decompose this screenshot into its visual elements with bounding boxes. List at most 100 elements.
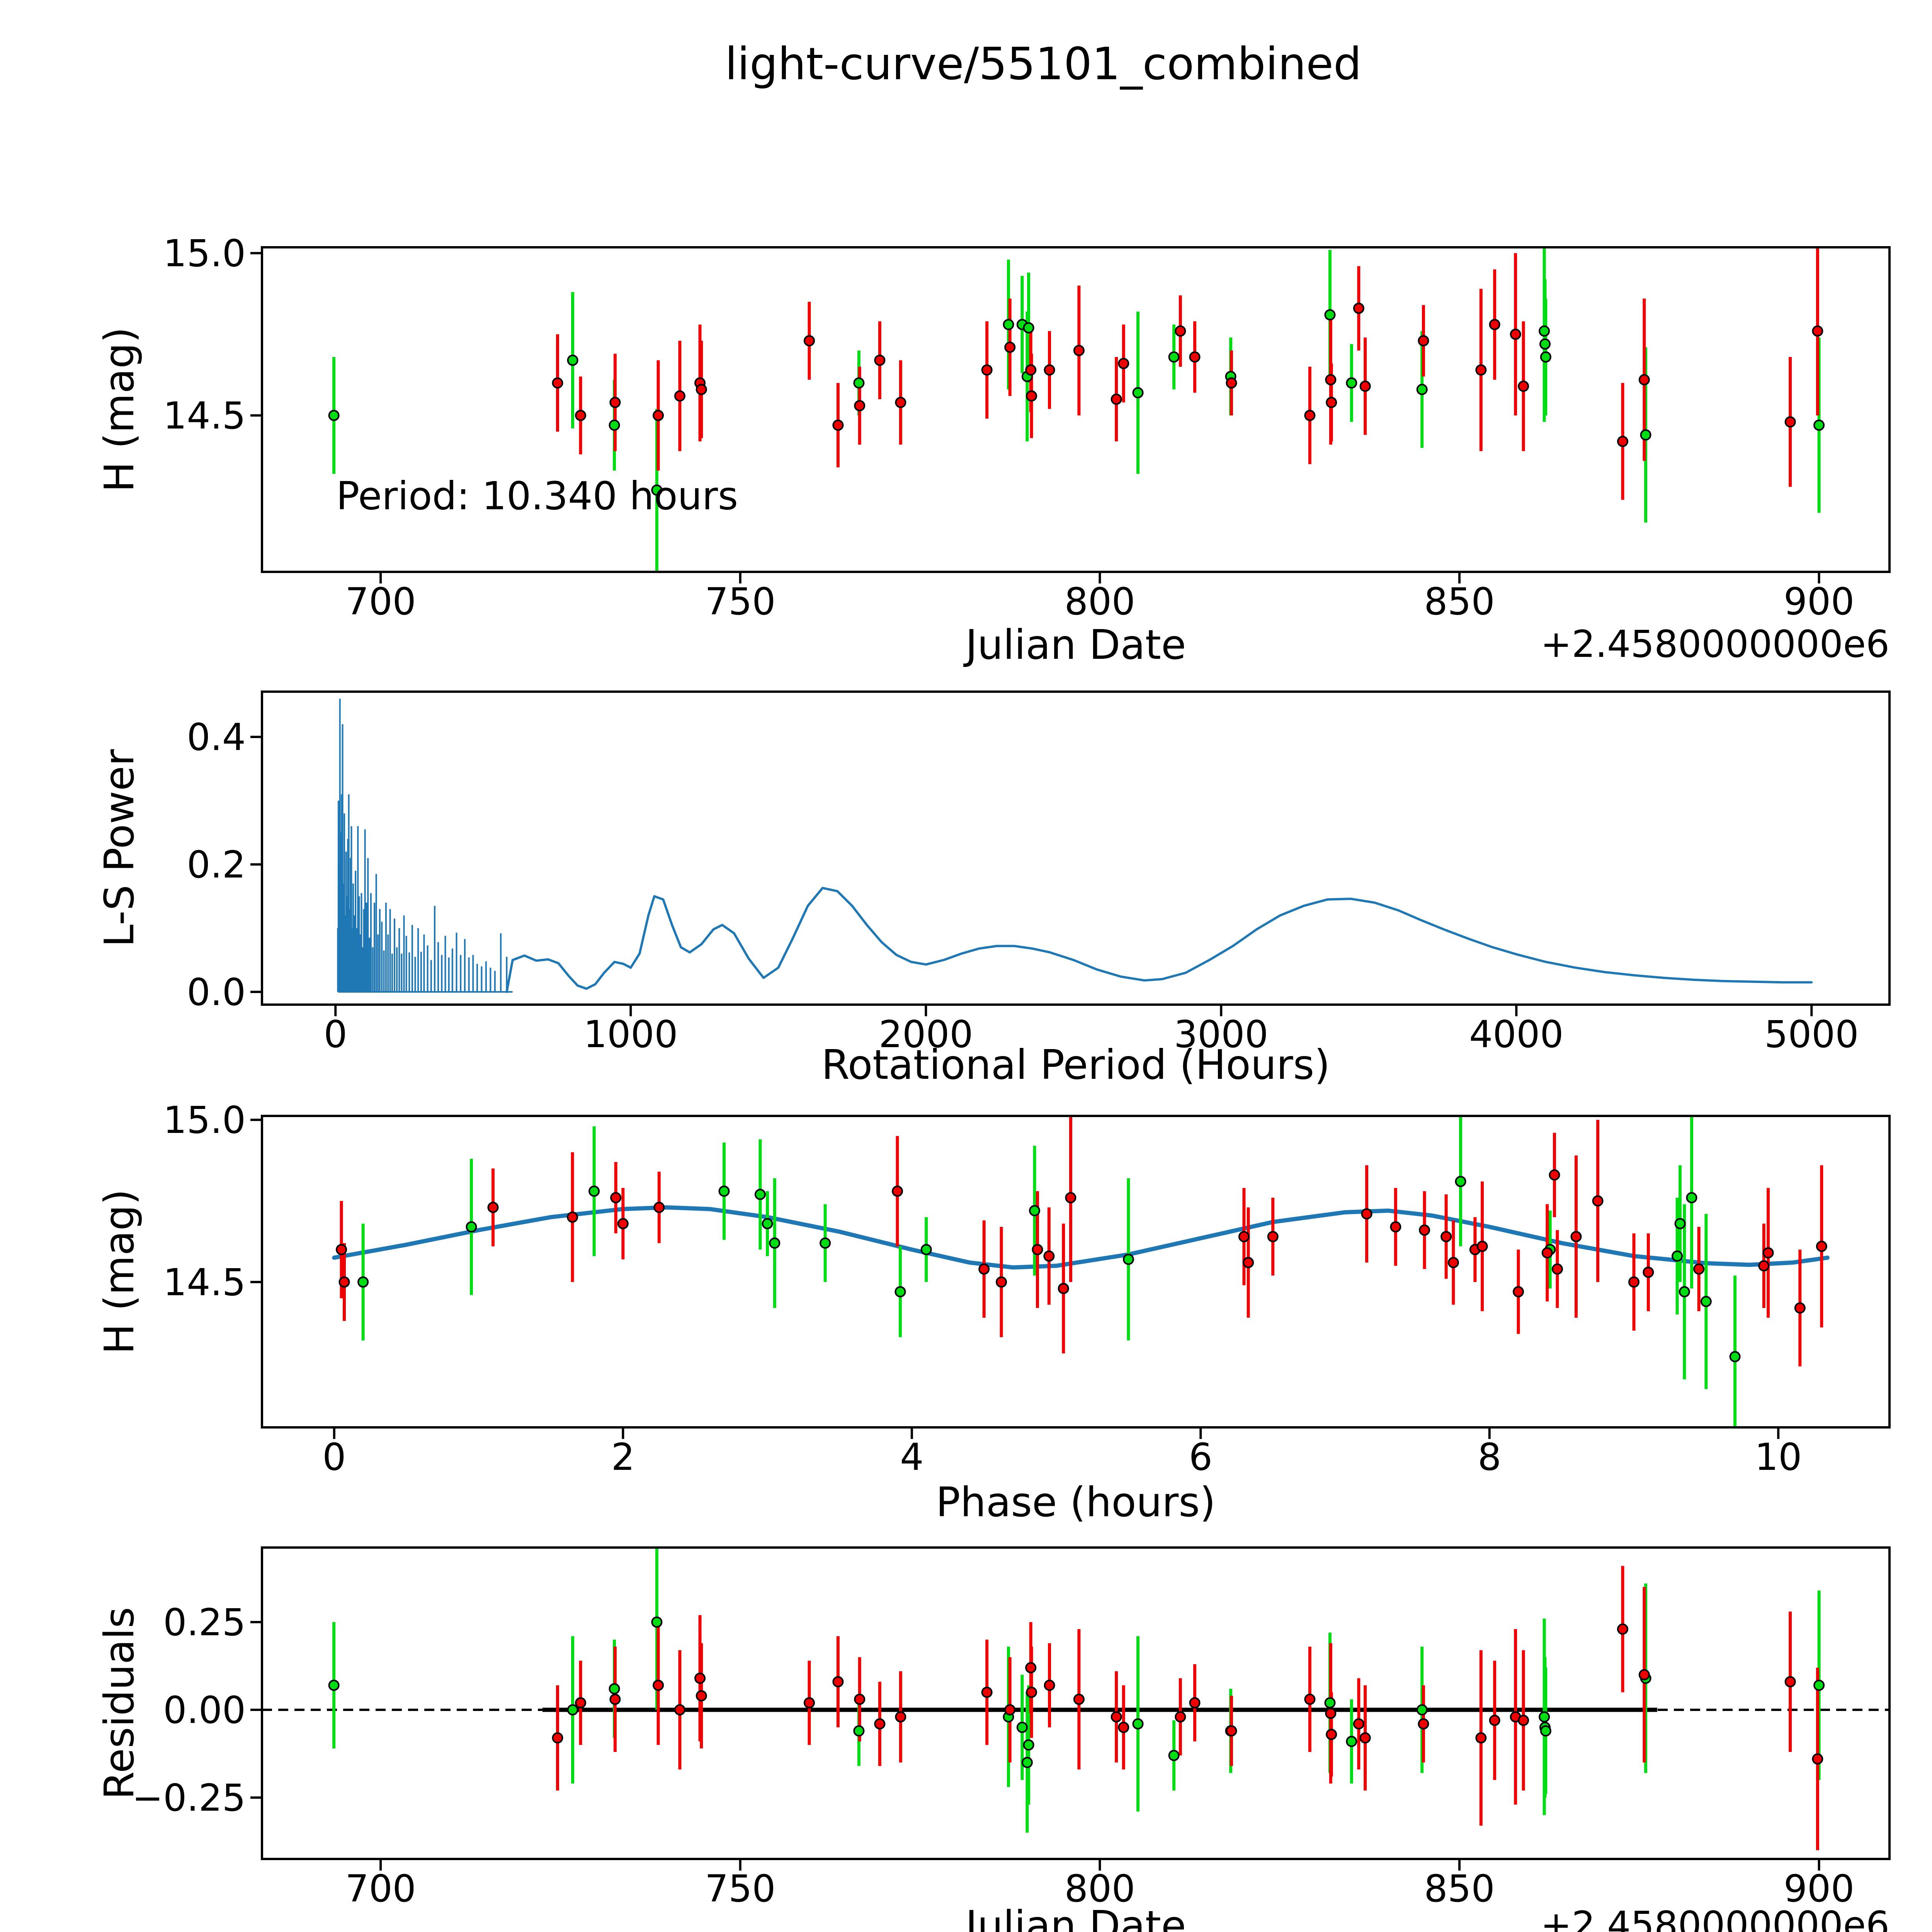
- data-point-red: [1812, 325, 1823, 337]
- data-point-red: [1693, 1263, 1705, 1275]
- data-point-red: [1359, 1732, 1371, 1744]
- data-point-green: [1122, 1253, 1134, 1265]
- data-point-red: [1518, 381, 1529, 392]
- data-point-green: [1023, 322, 1034, 333]
- data-point-red: [981, 1687, 993, 1698]
- data-point-green: [853, 377, 865, 389]
- data-point-red: [1004, 342, 1016, 353]
- data-point-red: [696, 1690, 707, 1702]
- data-point-green: [567, 1704, 578, 1716]
- data-point-red: [891, 1185, 903, 1197]
- data-point-green: [1539, 325, 1550, 337]
- y-tick-label: 0.0: [187, 971, 246, 1014]
- data-point-red: [854, 400, 866, 412]
- data-point-red: [1304, 410, 1316, 421]
- data-point-green: [1672, 1250, 1683, 1262]
- data-point-green: [1700, 1296, 1712, 1307]
- data-point-green: [1416, 1704, 1428, 1716]
- data-point-red: [696, 384, 707, 395]
- ylabel-h-mag-top: H (mag): [96, 327, 143, 492]
- plot-area-phase: [332, 1116, 1830, 1427]
- panel-jd-lightcurve: 700 750 800 850 900 15.0 14.5: [163, 232, 1891, 623]
- y-tick-label: 14.5: [163, 1261, 246, 1304]
- y-tick-label: 15.0: [163, 232, 246, 275]
- data-point-red: [653, 1679, 664, 1691]
- data-point-green: [1168, 1750, 1180, 1761]
- x-tick-label: 4: [900, 1435, 923, 1479]
- data-point-red: [1643, 1267, 1654, 1278]
- data-point-green: [853, 1725, 865, 1737]
- data-point-green: [588, 1185, 600, 1197]
- xlabel-julian-date-bottom: Julian Date: [963, 1902, 1186, 1932]
- data-point-green: [1416, 384, 1428, 395]
- data-point-red: [1489, 1714, 1500, 1726]
- data-point-red: [609, 397, 621, 408]
- data-point-red: [874, 1718, 886, 1730]
- y-tick-label: 15.0: [163, 1099, 246, 1142]
- data-point-green: [1346, 1736, 1357, 1747]
- data-point-red: [1243, 1257, 1254, 1268]
- x-tick-label: 1000: [583, 1013, 678, 1056]
- data-point-red: [1326, 1729, 1337, 1740]
- data-point-green: [769, 1237, 781, 1249]
- data-point-red: [575, 410, 587, 421]
- data-point-red: [1226, 377, 1237, 389]
- x-tick-label: 2000: [879, 1013, 973, 1056]
- data-point-green: [1132, 1718, 1144, 1730]
- axes-spines: [261, 1115, 1891, 1429]
- data-point-red: [1440, 1231, 1452, 1242]
- data-point-red: [674, 1704, 685, 1716]
- data-point-red: [653, 1202, 665, 1213]
- x-tick-label: 10: [1755, 1435, 1802, 1479]
- data-point-red: [653, 410, 664, 421]
- data-point-green: [1539, 1711, 1550, 1723]
- data-point-red: [1638, 374, 1650, 386]
- x-tick-label: 850: [1424, 1867, 1495, 1910]
- data-point-red: [338, 1276, 350, 1288]
- data-point-red: [854, 1694, 866, 1705]
- data-point-green: [1029, 1205, 1040, 1216]
- data-point-red: [610, 1192, 622, 1204]
- x-tick-label: 8: [1478, 1435, 1501, 1479]
- data-point-green: [357, 1276, 369, 1288]
- data-point-red: [1226, 1725, 1237, 1737]
- data-point-red: [1189, 1697, 1201, 1709]
- data-point-green: [1021, 1757, 1033, 1768]
- data-point-red: [575, 1697, 587, 1709]
- data-point-red: [1419, 1225, 1430, 1236]
- data-point-red: [1617, 1623, 1628, 1635]
- data-point-red: [1592, 1195, 1604, 1207]
- data-point-red: [1353, 1718, 1364, 1730]
- plot-area-periodogram: [337, 699, 1813, 993]
- data-point-green: [1686, 1192, 1697, 1204]
- data-point-red: [1359, 381, 1371, 392]
- data-point-red: [1361, 1208, 1372, 1220]
- data-point-red: [1541, 1247, 1553, 1259]
- data-point-red: [609, 1694, 621, 1705]
- data-point-red: [694, 1672, 706, 1684]
- data-point-green: [1813, 419, 1825, 431]
- data-point-green: [609, 1683, 620, 1695]
- data-point-red: [1447, 1257, 1459, 1268]
- data-point-green: [1679, 1286, 1690, 1298]
- data-point-red: [1111, 393, 1122, 405]
- x-tick-label: 850: [1424, 580, 1495, 623]
- data-point-green: [1729, 1351, 1741, 1362]
- figure-title: light-curve/55101_combined: [725, 38, 1362, 90]
- curve: [505, 887, 1813, 993]
- data-point-red: [874, 354, 886, 366]
- data-point-red: [1044, 1679, 1055, 1691]
- x-offset-text-bottom: +2.4580000000e6: [1541, 1903, 1889, 1932]
- data-point-red: [978, 1263, 990, 1275]
- data-point-red: [1418, 1718, 1429, 1730]
- x-tick-label: 900: [1784, 1867, 1854, 1910]
- data-point-red: [1065, 1192, 1077, 1204]
- panel-residuals: 700 750 800 850 900 0.25 0.00 −0.25: [132, 1546, 1891, 1910]
- data-point-red: [552, 1732, 563, 1744]
- data-point-green: [466, 1221, 477, 1233]
- data-point-red: [1304, 1694, 1316, 1705]
- y-tick-label: 14.5: [163, 394, 246, 437]
- x-tick-label: 700: [345, 580, 416, 623]
- axes-spines: [261, 246, 1891, 573]
